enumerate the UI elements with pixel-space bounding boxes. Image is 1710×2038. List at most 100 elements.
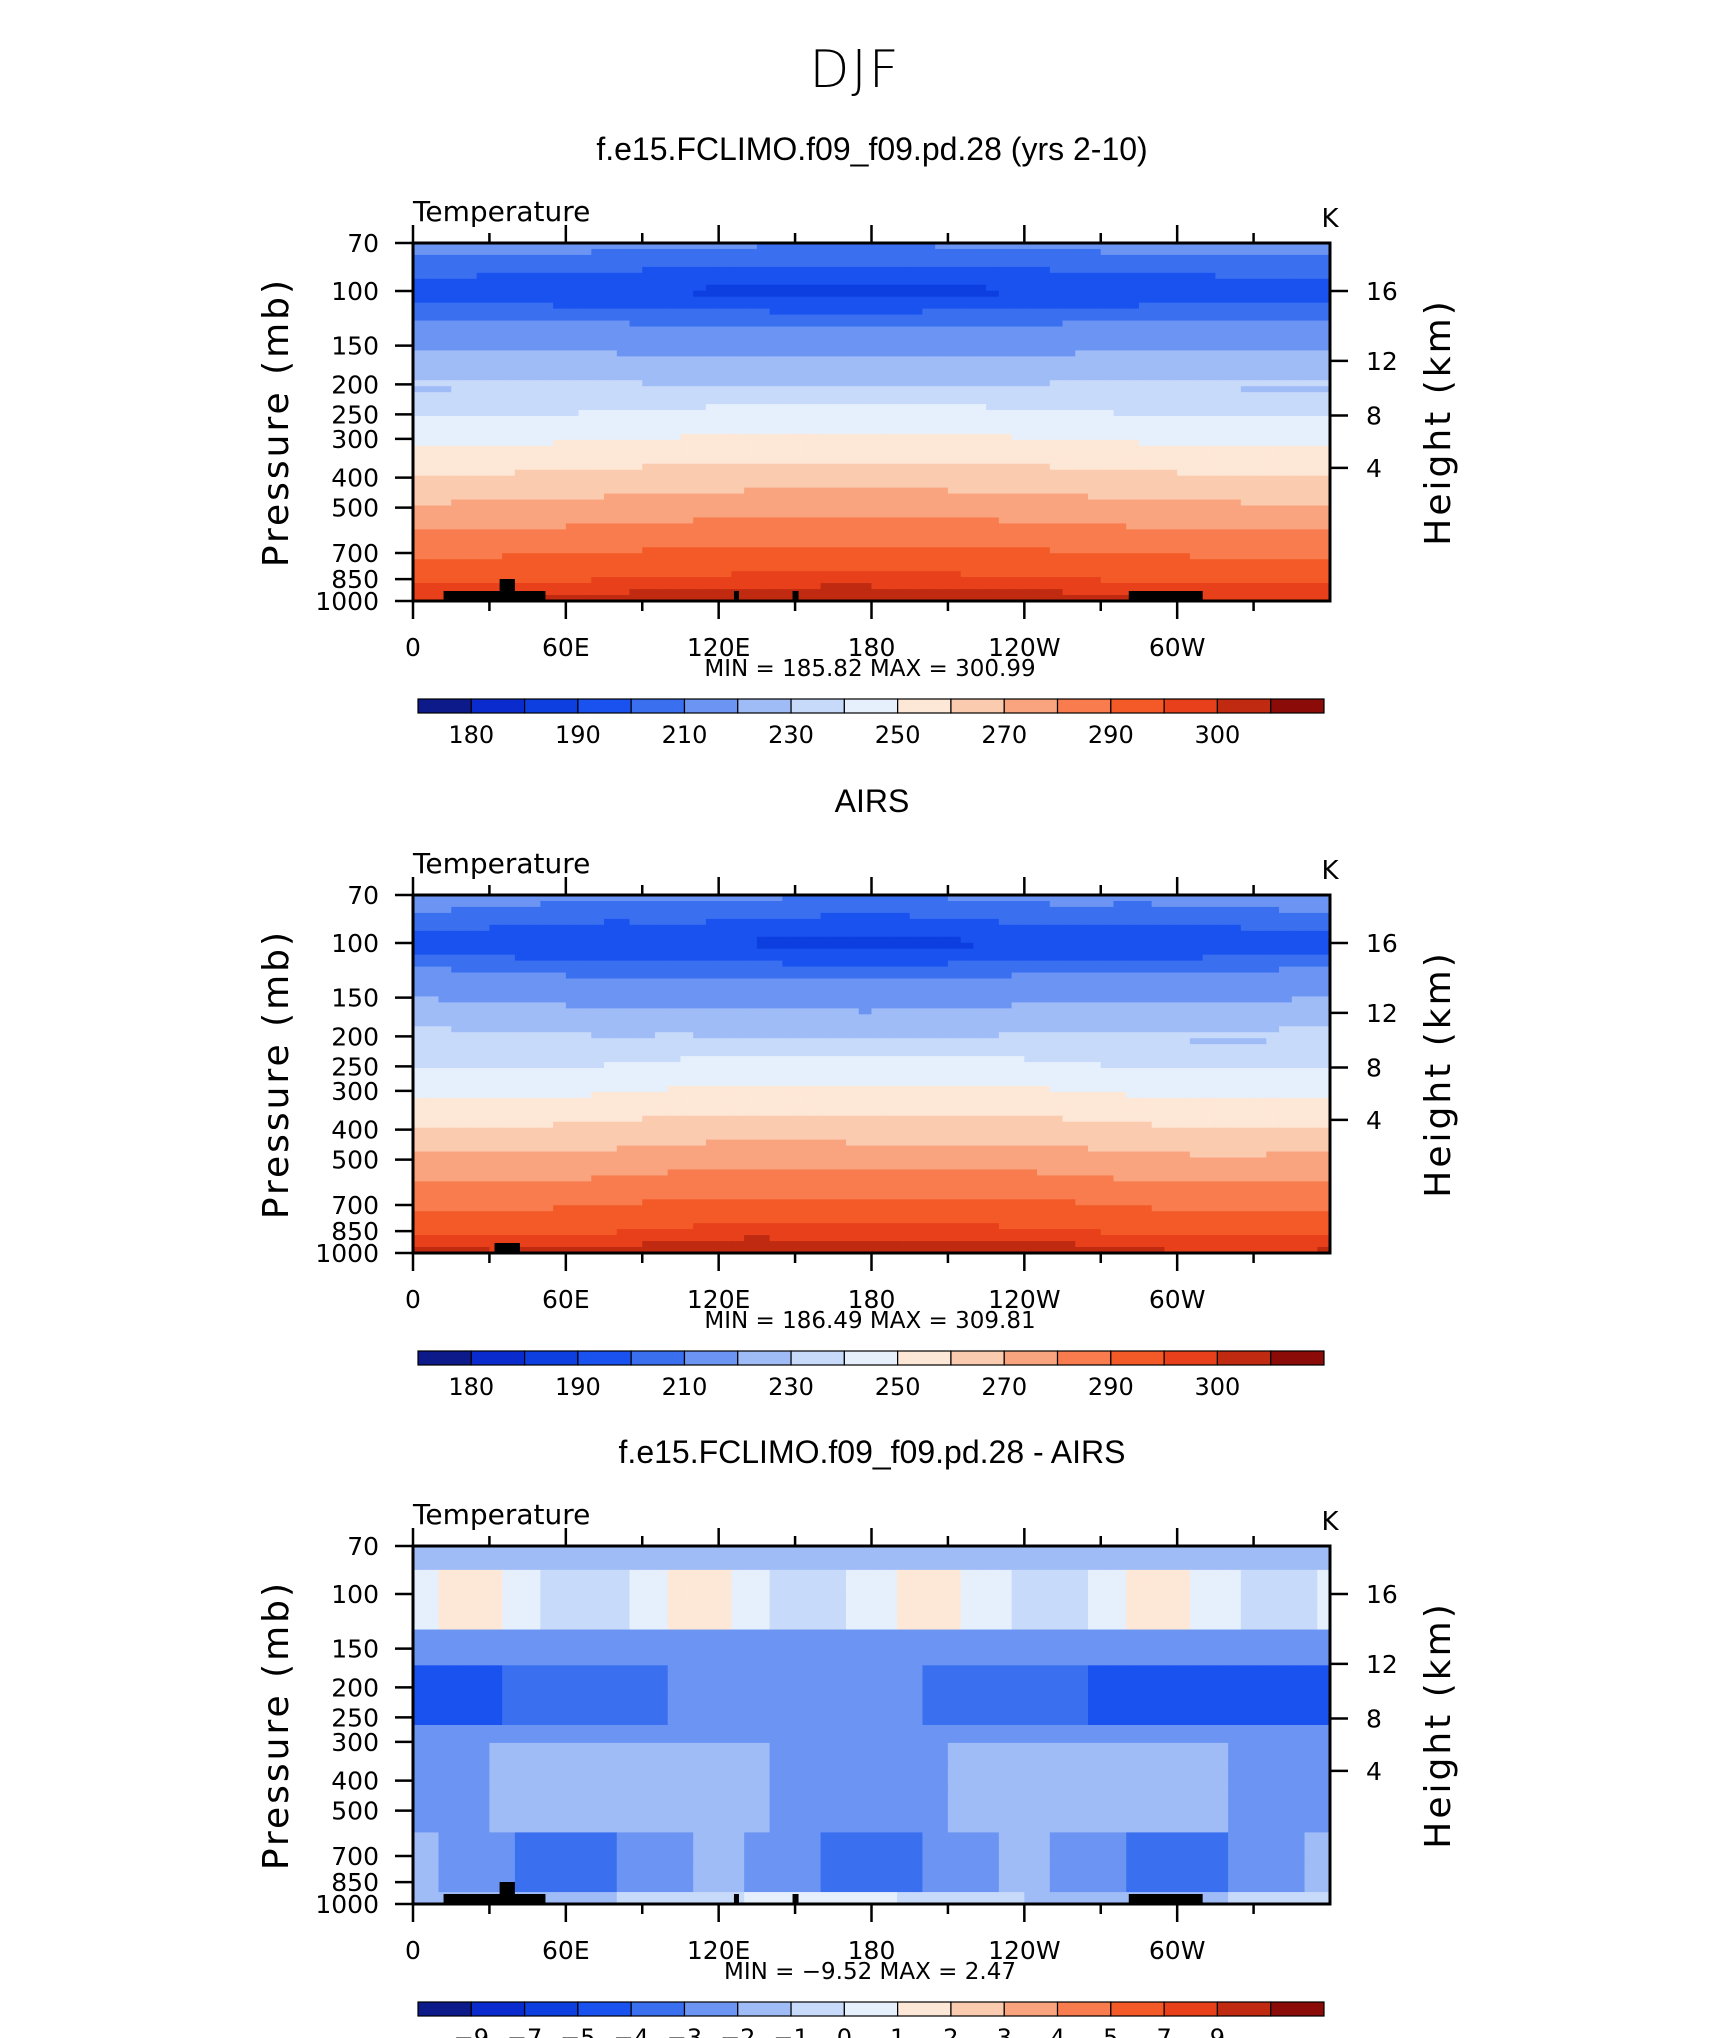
field-cell bbox=[935, 523, 949, 530]
field-cell bbox=[998, 314, 1013, 322]
field-cell bbox=[654, 398, 669, 405]
field-cell bbox=[642, 386, 656, 393]
field-cell bbox=[1138, 523, 1153, 530]
field-cell bbox=[731, 416, 745, 423]
field-cell bbox=[1062, 260, 1076, 268]
field-cell bbox=[514, 541, 529, 548]
field-cell bbox=[922, 362, 936, 369]
field-cell bbox=[463, 924, 478, 932]
field-cell bbox=[1151, 924, 1166, 932]
field-cell bbox=[502, 559, 516, 566]
field-cell bbox=[540, 523, 554, 530]
field-cell bbox=[731, 260, 745, 268]
field-cell bbox=[1113, 374, 1127, 381]
field-cell bbox=[1279, 416, 1293, 423]
field-cell bbox=[565, 386, 580, 393]
field-cell bbox=[604, 936, 618, 944]
field-cell bbox=[884, 457, 898, 465]
field-cell bbox=[756, 422, 771, 429]
field-cell bbox=[502, 362, 516, 369]
field-cell bbox=[1062, 577, 1076, 584]
field-cell bbox=[1317, 260, 1331, 268]
field-cell bbox=[1177, 380, 1191, 387]
field-cell bbox=[476, 398, 491, 405]
field-cell bbox=[642, 445, 656, 453]
field-cell bbox=[463, 523, 478, 530]
field-cell bbox=[1062, 583, 1076, 590]
field-cell bbox=[731, 541, 745, 548]
field-cell bbox=[718, 350, 733, 357]
field-cell bbox=[922, 260, 936, 268]
field-cell bbox=[795, 350, 809, 357]
field-cell bbox=[1062, 302, 1076, 310]
field-cell bbox=[807, 930, 822, 938]
field-cell bbox=[871, 380, 885, 387]
field-cell bbox=[947, 535, 962, 542]
field-cell bbox=[935, 900, 949, 908]
field-cell bbox=[1189, 272, 1204, 280]
field-cell bbox=[1253, 416, 1267, 423]
field-cell bbox=[960, 445, 974, 453]
field-cell bbox=[1024, 595, 1038, 602]
field-cell bbox=[578, 559, 592, 566]
field-cell bbox=[909, 433, 924, 441]
field-cell bbox=[629, 936, 643, 944]
field-cell bbox=[667, 344, 682, 351]
field-cell bbox=[833, 290, 847, 298]
field-cell bbox=[1037, 404, 1051, 411]
field-cell bbox=[629, 410, 643, 417]
field-cell bbox=[998, 541, 1013, 548]
field-cell bbox=[693, 475, 707, 483]
field-cell bbox=[1279, 924, 1293, 932]
field-cell bbox=[438, 523, 452, 530]
field-cell bbox=[1177, 481, 1191, 489]
field-cell bbox=[820, 326, 834, 334]
field-cell bbox=[807, 547, 822, 554]
field-cell bbox=[616, 356, 631, 363]
field-cell bbox=[1317, 553, 1331, 560]
field-cell bbox=[1100, 924, 1115, 932]
field-cell bbox=[629, 595, 643, 602]
field-cell bbox=[935, 589, 949, 596]
field-cell bbox=[413, 410, 427, 417]
field-cell bbox=[947, 595, 962, 602]
field-cell bbox=[413, 392, 427, 399]
field-cell bbox=[514, 320, 529, 328]
field-cell bbox=[769, 589, 783, 596]
field-cell bbox=[1126, 583, 1140, 590]
field-cell bbox=[1253, 248, 1267, 256]
field-cell bbox=[1228, 243, 1242, 250]
field-cell bbox=[858, 451, 873, 459]
field-cell bbox=[1177, 463, 1191, 471]
field-cell bbox=[1138, 900, 1153, 908]
field-cell bbox=[1304, 565, 1318, 572]
field-cell bbox=[540, 243, 554, 250]
field-cell bbox=[833, 475, 847, 483]
field-cell bbox=[693, 284, 707, 292]
field-cell bbox=[782, 906, 796, 914]
field-cell bbox=[1138, 254, 1153, 262]
field-cell bbox=[1113, 410, 1127, 417]
field-cell bbox=[1215, 535, 1229, 542]
field-cell bbox=[616, 386, 631, 393]
field-cell bbox=[731, 404, 745, 411]
field-cell bbox=[795, 308, 809, 316]
field-cell bbox=[1100, 266, 1115, 274]
field-cell bbox=[1113, 404, 1127, 411]
field-cell bbox=[1024, 553, 1038, 560]
field-cell bbox=[1253, 356, 1267, 363]
field-cell bbox=[1266, 386, 1280, 393]
field-cell bbox=[1049, 457, 1064, 465]
field-cell bbox=[1011, 547, 1025, 554]
field-cell bbox=[846, 338, 860, 346]
field-cell bbox=[1266, 469, 1280, 477]
field-cell bbox=[1113, 350, 1127, 357]
field-cell bbox=[1279, 553, 1293, 560]
field-cell bbox=[858, 595, 873, 602]
field-cell bbox=[1164, 529, 1178, 536]
field-cell bbox=[705, 266, 720, 274]
field-cell bbox=[438, 410, 452, 417]
field-cell bbox=[1011, 404, 1025, 411]
field-cell bbox=[896, 427, 911, 435]
field-cell bbox=[1037, 571, 1051, 578]
